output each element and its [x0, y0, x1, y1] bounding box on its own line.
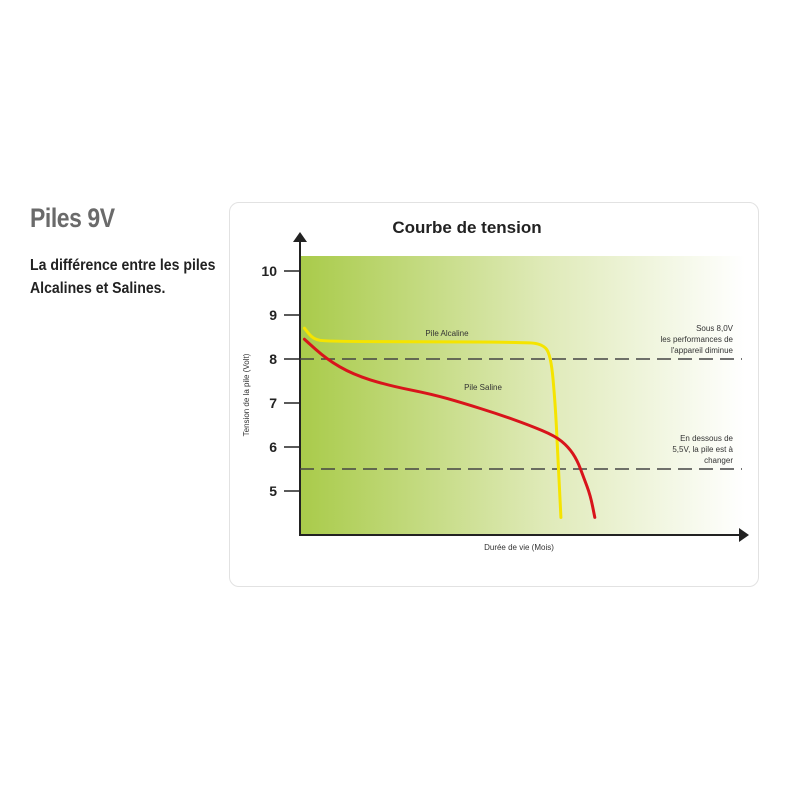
chart-title: Courbe de tension [392, 218, 541, 237]
reference-label-0-1: les performances de [661, 335, 734, 344]
reference-label-1-1: 5,5V, la pile est à [672, 445, 733, 454]
y-tick-label-8: 8 [269, 351, 277, 367]
page-subtitle: La différence entre les piles Alcalines … [30, 257, 216, 297]
reference-label-1-0: En dessous de [680, 434, 733, 443]
page-title: Piles 9V [30, 203, 115, 233]
y-tick-label-5: 5 [269, 483, 277, 499]
series-line-alcaline [302, 326, 563, 519]
reference-label-0-2: l'appareil diminue [671, 346, 734, 355]
y-tick-label-9: 9 [269, 307, 277, 323]
series-label-alcaline: Pile Alcaline [425, 329, 469, 338]
plot-background [300, 256, 745, 535]
y-axis-arrow [293, 232, 307, 242]
reference-label-0-0: Sous 8,0V [696, 324, 734, 333]
x-axis-label: Durée de vie (Mois) [484, 543, 554, 552]
reference-label-1-2: changer [704, 456, 733, 465]
y-tick-label-6: 6 [269, 439, 277, 455]
y-tick-label-10: 10 [261, 263, 277, 279]
series-label-saline: Pile Saline [464, 383, 502, 392]
y-axis-label: Tension de la pile (Volt) [242, 353, 251, 436]
y-tick-label-7: 7 [269, 395, 277, 411]
series-line-saline [302, 337, 597, 519]
x-axis-arrow [739, 528, 749, 542]
